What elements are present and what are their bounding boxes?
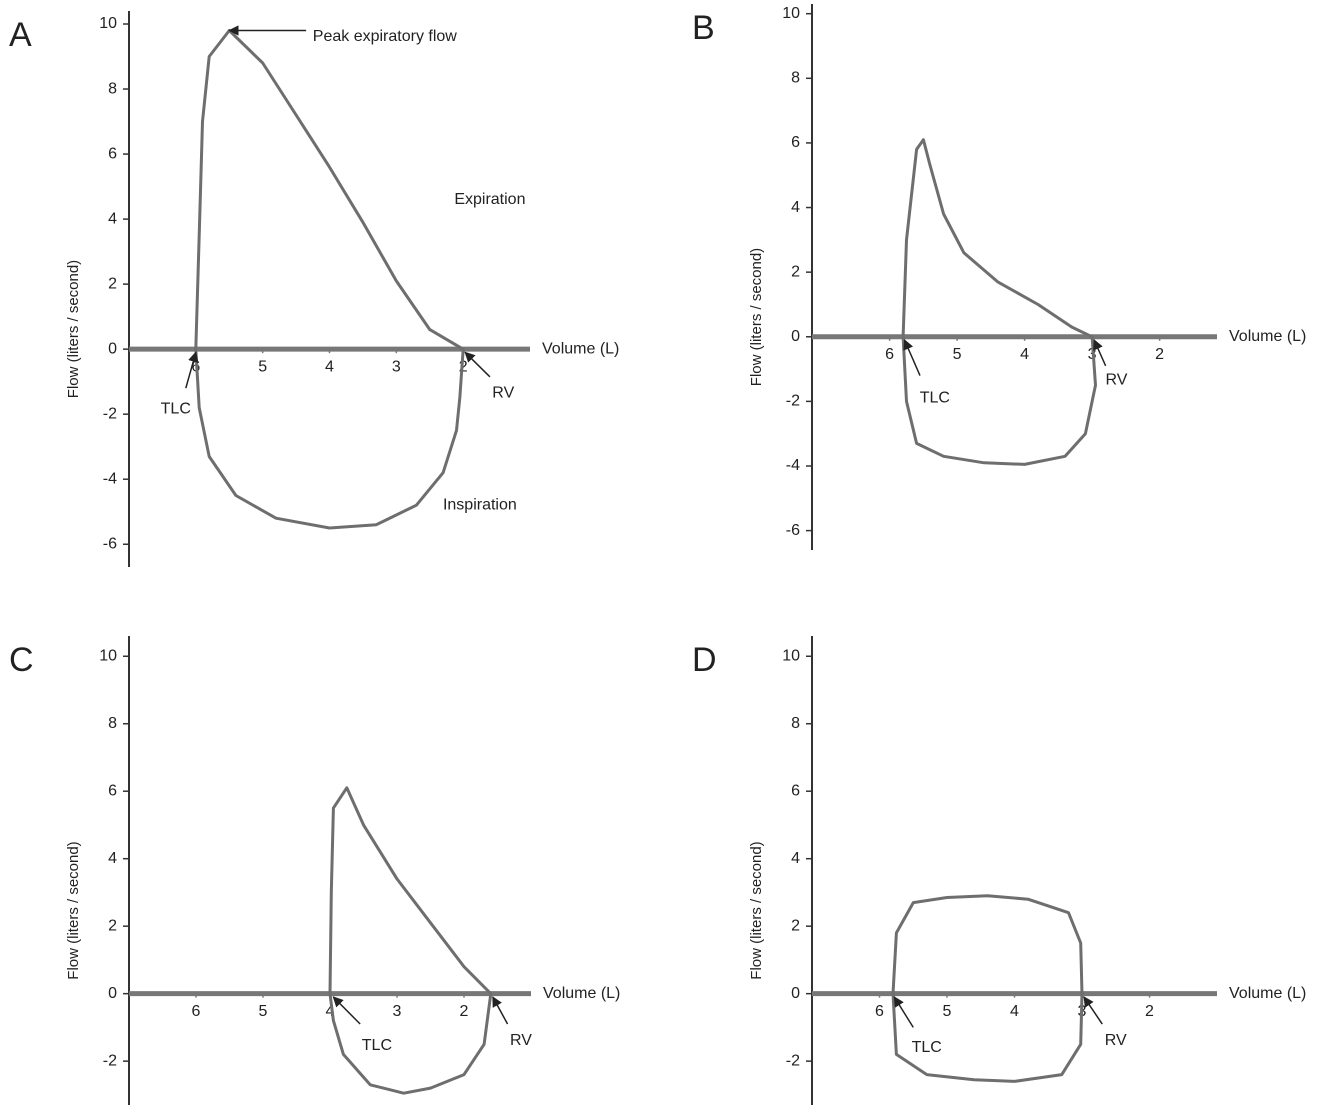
x-tick-label: 5 (258, 358, 267, 375)
y-tick-label: 0 (791, 328, 800, 345)
y-tick-label: 10 (782, 647, 800, 664)
y-tick-label: 4 (108, 210, 117, 227)
x-axis-label: Volume (L) (1229, 328, 1306, 345)
y-tick-label: -2 (103, 405, 117, 422)
y-tick-label: 10 (782, 5, 800, 22)
x-tick-label: 2 (460, 1003, 469, 1020)
annotation: RV (492, 384, 514, 401)
y-tick-label: -6 (103, 535, 117, 552)
flow-volume-loop (891, 894, 1084, 1083)
flow-volume-loop (328, 786, 493, 1095)
y-tick-label: 6 (791, 782, 800, 799)
x-axis-label: Volume (L) (542, 340, 619, 357)
y-axis-label: Flow (liters / second) (65, 841, 82, 979)
panel-label: B (692, 9, 715, 47)
y-tick-label: 6 (108, 145, 117, 162)
y-tick-label: 0 (108, 985, 117, 1002)
y-axis-label: Flow (liters / second) (748, 841, 765, 979)
x-tick-label: 3 (392, 358, 401, 375)
y-tick-label: 8 (791, 70, 800, 87)
annotation: TLC (920, 389, 950, 406)
y-tick-label: 2 (108, 275, 117, 292)
y-axis-label: Flow (liters / second) (748, 248, 765, 386)
annotation: RV (1105, 1032, 1127, 1049)
x-tick-label: 4 (1010, 1003, 1019, 1020)
y-axis-label: Flow (liters / second) (65, 260, 82, 398)
annotation-arrow (1083, 996, 1103, 1025)
x-axis-label: Volume (L) (1229, 985, 1306, 1002)
annotation: RV (510, 1032, 532, 1049)
x-tick-label: 2 (1145, 1003, 1154, 1020)
panel-label: D (692, 641, 717, 679)
flow-volume-loop (194, 29, 465, 530)
x-tick-label: 5 (943, 1003, 952, 1020)
flow-volume-loop (901, 138, 1097, 466)
annotation-arrow (492, 996, 509, 1025)
x-tick-label: 5 (953, 346, 962, 363)
panel-label: A (9, 16, 32, 54)
x-tick-label: 6 (192, 1003, 201, 1020)
x-tick-label: 5 (259, 1003, 268, 1020)
y-tick-label: -6 (786, 522, 800, 539)
y-tick-label: 8 (108, 80, 117, 97)
annotation: RV (1105, 372, 1127, 389)
panel-label: C (9, 641, 34, 679)
y-tick-label: 4 (791, 199, 800, 216)
x-tick-label: 2 (1155, 346, 1164, 363)
y-tick-label: 6 (791, 134, 800, 151)
y-tick-label: 8 (791, 715, 800, 732)
annotation: TLC (912, 1039, 942, 1056)
annotation-arrow (893, 996, 914, 1028)
y-tick-label: 0 (108, 340, 117, 357)
annotation: Peak expiratory flow (313, 28, 458, 45)
y-tick-label: -2 (103, 1052, 117, 1069)
annotation-arrow (1093, 339, 1107, 367)
x-tick-label: 3 (393, 1003, 402, 1020)
annotation: Inspiration (443, 496, 517, 513)
y-tick-label: -2 (786, 1052, 800, 1069)
x-tick-label: 6 (885, 346, 894, 363)
y-tick-label: 4 (108, 850, 117, 867)
y-tick-label: 2 (791, 263, 800, 280)
y-tick-label: -4 (103, 470, 117, 487)
annotation-arrow (903, 339, 921, 376)
y-tick-label: 6 (108, 782, 117, 799)
x-tick-label: 6 (875, 1003, 884, 1020)
y-tick-label: 10 (99, 15, 117, 32)
y-tick-label: -2 (786, 393, 800, 410)
y-tick-label: 4 (791, 850, 800, 867)
annotation-arrow (464, 351, 491, 378)
y-tick-label: 8 (108, 715, 117, 732)
x-tick-label: 4 (1020, 346, 1029, 363)
annotation-arrow (185, 351, 199, 389)
annotation-arrow (332, 996, 361, 1025)
y-tick-label: 0 (791, 985, 800, 1002)
annotation: TLC (161, 401, 191, 418)
x-axis-label: Volume (L) (543, 985, 620, 1002)
y-tick-label: 10 (99, 647, 117, 664)
x-tick-label: 4 (326, 1003, 335, 1020)
y-tick-label: 2 (108, 917, 117, 934)
annotation: TLC (362, 1037, 392, 1054)
x-tick-label: 4 (325, 358, 334, 375)
annotation: Expiration (454, 191, 525, 208)
y-tick-label: 2 (791, 917, 800, 934)
y-tick-label: -4 (786, 457, 800, 474)
